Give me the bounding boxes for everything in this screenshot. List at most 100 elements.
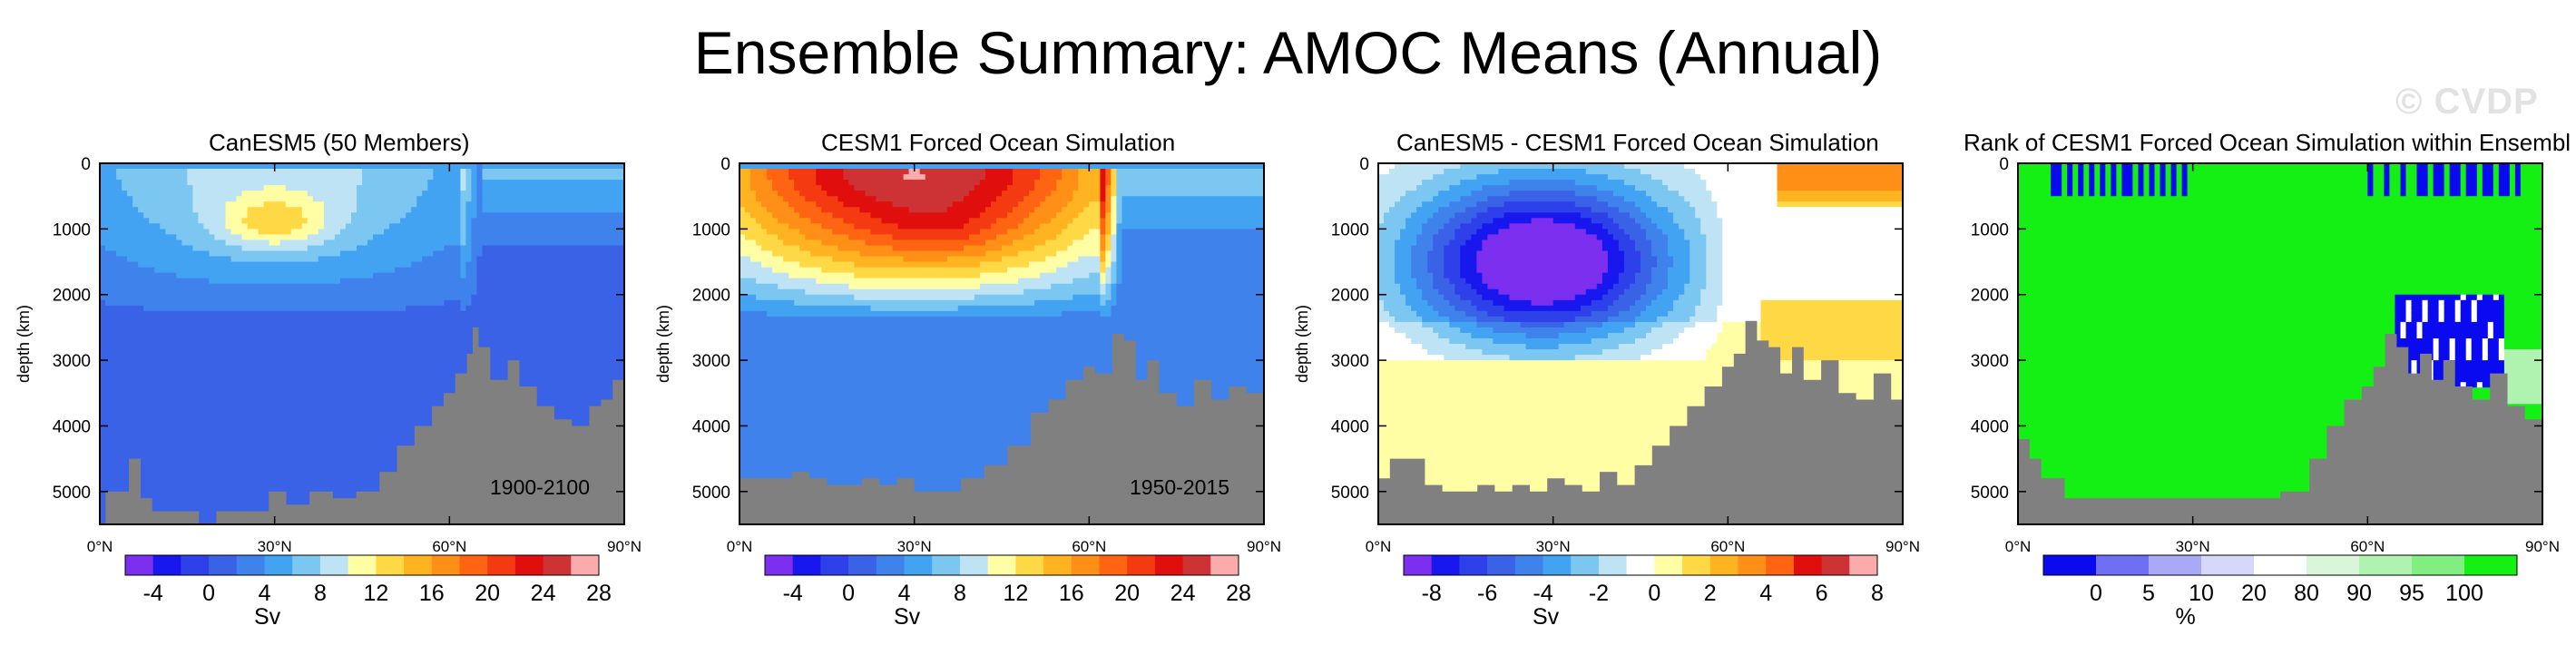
bathymetry-land (100, 327, 624, 524)
x-tick-label: 90°N (607, 538, 642, 555)
colorbar-tick-label: -2 (1589, 581, 1609, 606)
colorbar-tick-label: 10 (2189, 581, 2214, 606)
colorbar-swatch (1849, 555, 1878, 575)
colorbar-tick-label: 16 (1059, 581, 1084, 606)
panel-plot: 0 1000 2000 3000 4000 5000 0°N 30°N 60°N 90°N dept… (15, 155, 642, 630)
colorbar-tick-label: -8 (1422, 581, 1442, 606)
colorbar-unit: % (2175, 604, 2195, 630)
y-tick-label: 1000 (692, 220, 730, 240)
x-tick-label: 30°N (258, 538, 292, 555)
y-tick-label: 1000 (1331, 220, 1369, 240)
bathymetry-land (2018, 334, 2542, 524)
bathymetry-land (739, 334, 1264, 524)
y-tick-label: 0 (1359, 155, 1369, 174)
colorbar-swatch (1071, 555, 1100, 575)
colorbar-tick-label: 0 (2090, 581, 2102, 606)
colorbar-tick-label: 100 (2445, 581, 2483, 606)
colorbar: 0 5 10 20 80 90 95 100% (2042, 554, 2518, 630)
colorbar-swatch (487, 555, 516, 575)
x-tick-label: 60°N (2350, 538, 2385, 555)
y-tick-label: 4000 (692, 417, 730, 436)
colorbar-swatch (876, 555, 905, 575)
y-tick-label: 3000 (1331, 352, 1369, 371)
colorbar-swatch (1626, 555, 1655, 575)
x-tick-label: 30°N (2176, 538, 2210, 555)
colorbar: -4 0 4 8 12 16 20 24 28 Sv (764, 554, 1251, 630)
y-tick-label: 0 (81, 155, 91, 174)
colorbar-tick-label: 28 (586, 581, 612, 606)
x-tick-label: 90°N (1247, 538, 1281, 555)
colorbar-tick-label: -4 (143, 581, 163, 606)
colorbar-tick-label: 2 (1704, 581, 1717, 606)
colorbar-swatch (932, 555, 961, 575)
colorbar-swatch (181, 555, 210, 575)
panel-title: Rank of CESM1 Forced Ocean Simulation wi… (1964, 129, 2571, 156)
x-tick-label: 60°N (1072, 538, 1106, 555)
contour-field (1378, 163, 1903, 524)
colorbar-swatch (2096, 555, 2150, 575)
colorbar-swatch (1099, 555, 1128, 575)
cvdp-watermark: © CVDP (2395, 82, 2539, 122)
colorbar-swatch (1127, 555, 1156, 575)
colorbar-swatch (904, 555, 933, 575)
colorbar-tick-label: 8 (1871, 581, 1884, 606)
colorbar-swatch (459, 555, 488, 575)
x-tick-label: 90°N (2525, 538, 2560, 555)
colorbar-swatch (792, 555, 821, 575)
colorbar-swatch (820, 555, 849, 575)
colorbar-tick-label: 28 (1226, 581, 1251, 606)
colorbar-swatch (1793, 555, 1823, 575)
y-tick-label: 2000 (53, 287, 91, 306)
colorbar-frame (2042, 554, 2518, 576)
y-tick-label: 1000 (53, 220, 91, 240)
colorbar-swatch (376, 555, 405, 575)
colorbar-frame (1403, 554, 1878, 576)
contour-field (100, 163, 624, 524)
colorbar-swatch (431, 555, 460, 575)
colorbar-tick-label: 20 (2241, 581, 2267, 606)
x-tick-label: 0°N (727, 538, 753, 555)
colorbar-tick-label: 20 (1114, 581, 1140, 606)
colorbar-swatch (987, 555, 1016, 575)
colorbar-swatch (1182, 555, 1211, 575)
colorbar-swatch (1682, 555, 1711, 575)
colorbar-swatch (209, 555, 238, 575)
bathymetry-land (1378, 320, 1903, 524)
contour-field (739, 163, 1264, 524)
colorbar-swatch (404, 555, 433, 575)
colorbar-swatch (348, 555, 377, 575)
y-tick-label: 5000 (1331, 484, 1369, 503)
x-tick-label: 60°N (432, 538, 466, 555)
colorbar-swatch (2149, 555, 2202, 575)
y-tick-label: 2000 (1971, 287, 2009, 306)
colorbar-tick-label: 8 (314, 581, 327, 606)
panel-plot: 0 1000 2000 3000 4000 5000 0°N 30°N 60°N 90°N dept… (654, 155, 1281, 630)
plot-frame (739, 162, 1265, 525)
y-tick-label: 3000 (53, 352, 91, 371)
colorbar-swatch (1487, 555, 1516, 575)
colorbar-swatch (543, 555, 572, 575)
colorbar-swatch (1738, 555, 1767, 575)
colorbar-unit: Sv (254, 604, 281, 630)
panel-plot: 0 1000 2000 3000 4000 5000 0°N 30°N 60°N 90°N 0 5 10… (1971, 155, 2560, 630)
colorbar-tick-label: 0 (1648, 581, 1660, 606)
period-label: 1950-2015 (1130, 475, 1229, 499)
colorbar-tick-label: 24 (531, 581, 556, 606)
y-tick-label: 3000 (692, 352, 730, 371)
colorbar-swatch (2359, 555, 2413, 575)
colorbar-frame (764, 554, 1239, 576)
colorbar-swatch (848, 555, 877, 575)
colorbar-swatch (2412, 555, 2465, 575)
y-tick-label: 5000 (1971, 484, 2009, 503)
colorbar-swatch (1821, 555, 1850, 575)
y-tick-label: 4000 (53, 417, 91, 436)
colorbar-swatch (2254, 555, 2307, 575)
y-axis-label: depth (km) (654, 305, 672, 383)
colorbar-swatch (765, 555, 794, 575)
colorbar-tick-label: 90 (2346, 581, 2372, 606)
colorbar-swatch (1404, 555, 1433, 575)
colorbar-tick-label: 16 (419, 581, 445, 606)
colorbar-tick-label: 0 (842, 581, 855, 606)
colorbar-swatch (319, 555, 349, 575)
colorbar-swatch (1514, 555, 1543, 575)
